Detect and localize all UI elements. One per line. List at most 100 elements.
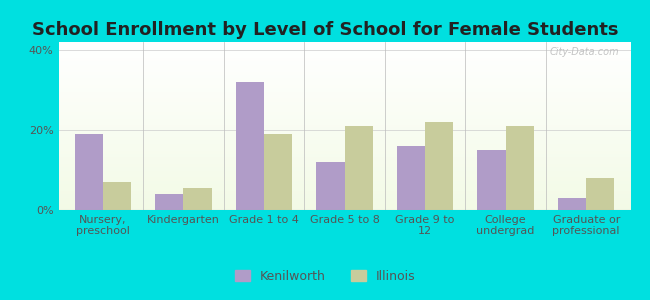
Bar <box>58 74 630 76</box>
Bar <box>58 111 630 112</box>
Bar <box>58 94 630 96</box>
Bar <box>58 114 630 116</box>
Bar <box>58 49 630 50</box>
Bar <box>75 134 103 210</box>
Bar <box>58 156 630 158</box>
Bar <box>58 178 630 180</box>
Bar <box>58 208 630 210</box>
Bar <box>58 160 630 161</box>
Bar <box>58 89 630 91</box>
Bar <box>58 158 630 160</box>
Bar <box>58 193 630 195</box>
Bar <box>58 143 630 145</box>
Bar <box>58 96 630 98</box>
Bar <box>58 87 630 89</box>
Bar <box>58 171 630 173</box>
Bar <box>58 168 630 170</box>
Bar <box>58 45 630 47</box>
Bar <box>58 124 630 126</box>
Bar <box>58 116 630 118</box>
Bar <box>58 61 630 62</box>
Bar <box>58 52 630 54</box>
Bar <box>58 148 630 149</box>
Bar <box>397 146 425 210</box>
Bar <box>58 133 630 134</box>
Bar <box>58 103 630 104</box>
Bar <box>478 150 506 210</box>
Bar <box>58 149 630 151</box>
Bar <box>58 134 630 136</box>
Bar <box>58 98 630 99</box>
Bar <box>58 121 630 123</box>
Bar <box>103 182 131 210</box>
Bar <box>58 188 630 190</box>
Bar <box>58 205 630 207</box>
Bar <box>183 188 211 210</box>
Bar <box>58 175 630 176</box>
Bar <box>58 151 630 153</box>
Bar <box>58 146 630 148</box>
Bar <box>58 86 630 87</box>
Bar <box>506 126 534 210</box>
Bar <box>58 44 630 45</box>
Bar <box>58 84 630 86</box>
Bar <box>58 170 630 171</box>
Bar <box>58 79 630 81</box>
Legend: Kenilworth, Illinois: Kenilworth, Illinois <box>229 265 421 288</box>
Bar <box>58 195 630 196</box>
Bar <box>58 173 630 175</box>
Bar <box>155 194 183 210</box>
Bar <box>58 76 630 77</box>
Bar <box>58 136 630 138</box>
Bar <box>58 207 630 208</box>
Bar <box>58 153 630 154</box>
Bar <box>58 69 630 70</box>
Bar <box>58 191 630 193</box>
Bar <box>58 140 630 141</box>
Bar <box>58 42 630 44</box>
Bar <box>58 196 630 198</box>
Bar <box>58 165 630 166</box>
Bar <box>58 161 630 163</box>
Bar <box>317 162 345 210</box>
Bar <box>264 134 292 210</box>
Bar <box>58 101 630 103</box>
Bar <box>344 126 372 210</box>
Bar <box>425 122 453 210</box>
Bar <box>58 72 630 74</box>
Bar <box>58 176 630 178</box>
Bar <box>58 180 630 182</box>
Bar <box>58 92 630 94</box>
Bar <box>58 59 630 61</box>
Bar <box>58 70 630 72</box>
Bar <box>58 81 630 82</box>
Bar <box>58 138 630 140</box>
Bar <box>58 141 630 143</box>
Bar <box>58 118 630 119</box>
Bar <box>58 187 630 188</box>
Bar <box>586 178 614 210</box>
Bar <box>58 107 630 109</box>
Bar <box>58 54 630 56</box>
Bar <box>58 64 630 65</box>
Bar <box>58 50 630 52</box>
Bar <box>558 198 586 210</box>
Bar <box>58 47 630 49</box>
Bar <box>58 154 630 156</box>
Bar <box>58 203 630 205</box>
Bar <box>58 185 630 187</box>
Bar <box>58 109 630 111</box>
Bar <box>58 65 630 67</box>
Bar <box>58 119 630 121</box>
Bar <box>58 104 630 106</box>
Bar <box>58 126 630 128</box>
Bar <box>58 67 630 69</box>
Bar <box>58 163 630 165</box>
Bar <box>236 82 264 210</box>
Bar <box>58 106 630 107</box>
Bar <box>58 57 630 59</box>
Bar <box>58 77 630 79</box>
Bar <box>58 91 630 92</box>
Bar <box>58 190 630 191</box>
Bar <box>58 198 630 200</box>
